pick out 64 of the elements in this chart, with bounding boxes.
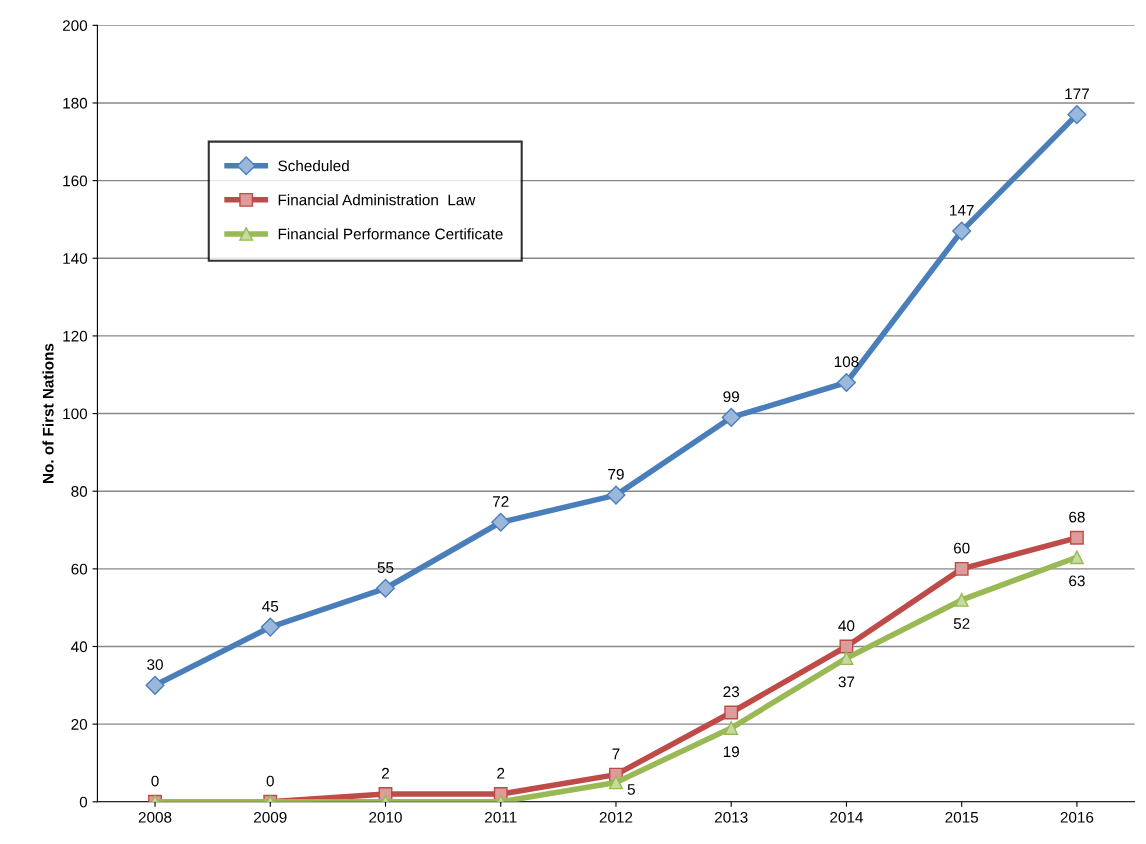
- point: [609, 775, 623, 790]
- data-label: 19: [723, 746, 739, 758]
- data-label: 45: [262, 601, 279, 612]
- point: [491, 512, 511, 532]
- x-tick-label: 2016: [1060, 811, 1094, 823]
- x-tick-label: 2010: [369, 811, 402, 823]
- x-tick-label: 2008: [138, 811, 172, 823]
- point: [839, 651, 854, 666]
- y-tick-label: 200: [62, 20, 88, 32]
- y-tick-label: 0: [79, 796, 88, 808]
- data-label: 23: [723, 686, 740, 698]
- point: [375, 578, 396, 598]
- point: [724, 705, 739, 720]
- point: [721, 407, 741, 427]
- data-label: 2: [382, 767, 389, 779]
- y-tick-label: 140: [63, 253, 88, 264]
- legend-label: Financial Performance Certificate: [278, 228, 503, 240]
- y-tick-label: 20: [71, 719, 88, 730]
- y-tick-label: 160: [63, 175, 88, 187]
- data-label: 79: [608, 468, 624, 480]
- data-label: 30: [147, 659, 163, 670]
- x-tick-label: 2009: [254, 811, 287, 823]
- data-label: 72: [493, 496, 509, 507]
- x-tick-label: 2011: [485, 811, 517, 823]
- point: [260, 617, 280, 637]
- y-tick-label: 180: [63, 97, 88, 109]
- y-tick-label: 120: [63, 330, 88, 342]
- y-tick-label: 100: [63, 408, 88, 420]
- point: [1069, 530, 1084, 545]
- point: [724, 721, 739, 735]
- data-label: 5: [627, 784, 635, 795]
- data-label: 147: [950, 205, 974, 216]
- point: [145, 675, 165, 695]
- point: [952, 221, 972, 241]
- y-tick-label: 80: [71, 486, 88, 497]
- data-label: 108: [834, 356, 859, 368]
- point: [954, 561, 969, 576]
- data-label: 68: [1069, 511, 1085, 523]
- data-label: 40: [838, 620, 855, 632]
- data-label: 177: [1065, 88, 1089, 100]
- point: [606, 485, 626, 505]
- data-label: 63: [1069, 575, 1085, 587]
- x-tick-label: 2012: [599, 811, 633, 823]
- x-tick-label: 2013: [714, 811, 748, 823]
- data-label: 60: [953, 542, 970, 554]
- y-axis-title: No. of First Nations: [42, 343, 54, 483]
- y-tick-label: 60: [71, 563, 88, 575]
- x-tick-label: 2015: [945, 811, 979, 823]
- legend-label: Scheduled: [278, 160, 349, 172]
- data-label: 7: [612, 748, 620, 760]
- data-label: 2: [497, 767, 505, 779]
- point: [954, 592, 969, 607]
- data-label: 0: [266, 775, 274, 787]
- data-label: 37: [838, 676, 855, 688]
- x-tick-label: 2014: [830, 811, 863, 823]
- y-tick-label: 40: [71, 641, 88, 653]
- data-label: 99: [723, 391, 739, 403]
- point: [1067, 105, 1087, 125]
- data-label: 52: [953, 618, 970, 630]
- point: [1069, 550, 1084, 565]
- data-label: 55: [377, 562, 394, 573]
- point: [836, 372, 856, 393]
- data-label: 0: [151, 775, 159, 787]
- legend-label: Financial Administration Law: [278, 194, 476, 206]
